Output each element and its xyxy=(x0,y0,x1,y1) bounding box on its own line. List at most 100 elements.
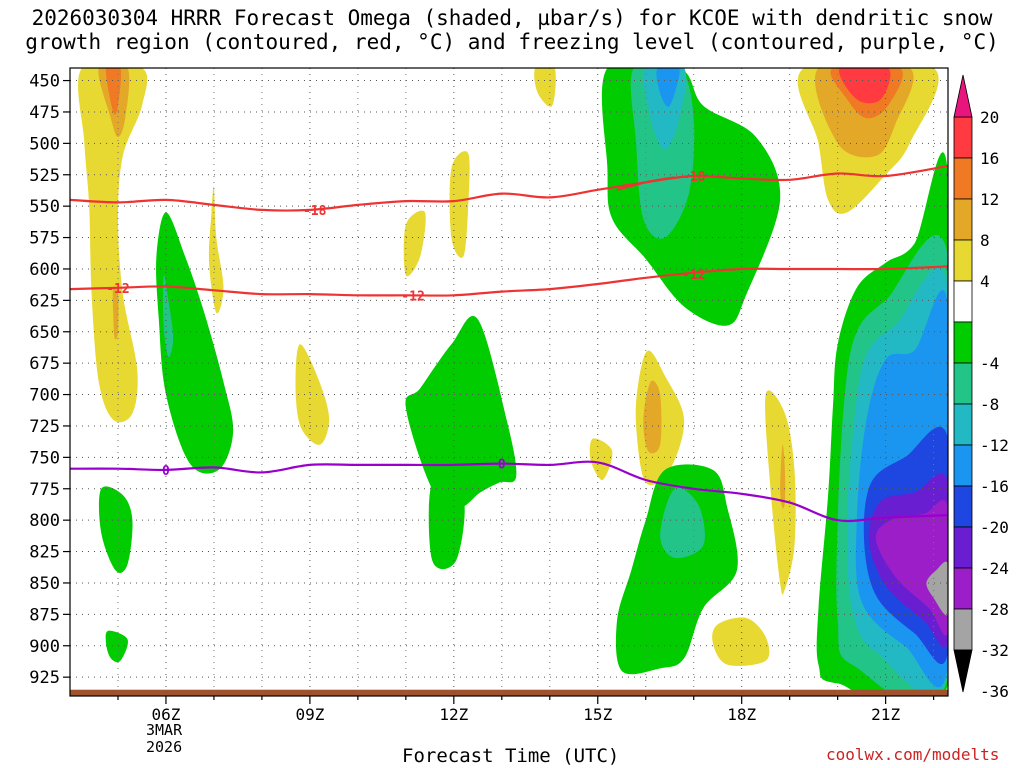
omega-region xyxy=(428,478,465,570)
omega-region xyxy=(208,186,224,314)
omega-region xyxy=(105,68,122,115)
omega-region xyxy=(780,444,786,509)
colorbar-bin xyxy=(953,321,973,364)
colorbar-bin xyxy=(953,403,973,446)
y-tick-label: 450 xyxy=(29,72,60,92)
y-tick-label: 900 xyxy=(29,637,60,657)
omega-region xyxy=(589,438,613,481)
colorbar-bin xyxy=(953,157,973,200)
chart-title-line1: 2026030304 HRRR Forecast Omega (shaded, … xyxy=(31,6,993,30)
omega-region xyxy=(295,344,330,445)
omega-region xyxy=(660,487,705,559)
colorbar-top-cap xyxy=(953,74,973,118)
y-tick-label: 550 xyxy=(29,197,60,217)
omega-region xyxy=(838,68,891,104)
colorbar-bin xyxy=(953,239,973,282)
colorbar-label: -8 xyxy=(980,395,999,414)
omega-region xyxy=(656,68,680,107)
contour-label: -18 xyxy=(682,170,706,185)
y-tick-label: 500 xyxy=(29,134,60,154)
omega-shading xyxy=(78,68,948,696)
y-axis: 450 475 500 525 550 575 600 625 650 675 700 725 750 7… xyxy=(29,72,70,688)
y-tick-label: 800 xyxy=(29,511,60,531)
omega-region xyxy=(643,380,662,454)
y-tick-label: 775 xyxy=(29,480,60,500)
x-axis-label: Forecast Time (UTC) xyxy=(402,745,620,767)
colorbar-label: 12 xyxy=(980,190,999,209)
colorbar-bin xyxy=(953,567,973,610)
colorbar-label: -12 xyxy=(980,436,1009,455)
colorbar: 20 16 12 8 4 -4 -8 -12 -16 -20 -24 -28 -32 -36 xyxy=(953,74,1009,701)
x-tick-label: 09Z xyxy=(295,705,324,724)
colorbar-bin xyxy=(953,485,973,528)
y-tick-label: 650 xyxy=(29,323,60,343)
chart-title: 2026030304 HRRR Forecast Omega (shaded, … xyxy=(0,6,1024,54)
colorbar-bin xyxy=(953,116,973,159)
x-axis: 06Z 09Z 12Z 15Z 18Z 21Z xyxy=(117,696,935,724)
omega-region xyxy=(112,286,119,340)
x-tick-label: 18Z xyxy=(727,705,756,724)
colorbar-label: -36 xyxy=(980,682,1009,701)
colorbar-bin xyxy=(953,362,973,405)
contour-label: -12 xyxy=(106,282,129,297)
colorbar-label: -28 xyxy=(980,600,1009,619)
omega-region xyxy=(156,212,234,474)
ground xyxy=(70,689,948,696)
colorbar-bin xyxy=(953,526,973,569)
x-tick-label: 15Z xyxy=(583,705,612,724)
plot-frame xyxy=(69,67,949,697)
y-tick-label: 625 xyxy=(29,291,60,311)
colorbar-label: 4 xyxy=(980,272,990,291)
ground-fill xyxy=(70,689,948,696)
y-tick-label: 875 xyxy=(29,605,60,625)
y-tick-label: 725 xyxy=(29,417,60,437)
y-tick-label: 925 xyxy=(29,668,60,688)
omega-region xyxy=(98,486,133,573)
y-tick-label: 850 xyxy=(29,574,60,594)
colorbar-label: -24 xyxy=(980,559,1009,578)
date-label: 3MAR 2026 xyxy=(146,722,182,756)
contour-lines: -18 -18 -12 -12 -12 0 0 xyxy=(70,164,948,523)
omega-region xyxy=(449,151,470,258)
date-label-day: 3MAR xyxy=(146,721,183,739)
x-tick-label: 06Z xyxy=(152,705,181,724)
date-label-year: 2026 xyxy=(146,738,183,756)
y-tick-label: 750 xyxy=(29,448,60,468)
chart-title-line2: growth region (contoured, red, °C) and f… xyxy=(25,30,999,54)
y-tick-label: 475 xyxy=(29,103,60,123)
omega-region xyxy=(405,315,517,508)
omega-region xyxy=(875,500,948,636)
omega-region xyxy=(78,68,148,423)
y-tick-label: 575 xyxy=(29,229,60,249)
x-tick-label: 21Z xyxy=(871,705,900,724)
colorbar-label: 20 xyxy=(980,108,999,127)
colorbar-bin xyxy=(953,444,973,487)
contour-label: 0 xyxy=(162,464,170,479)
omega-region xyxy=(534,68,556,107)
contour-label: -12 xyxy=(401,289,424,304)
colorbar-bin xyxy=(953,198,973,241)
y-tick-label: 525 xyxy=(29,166,60,186)
colorbar-label: -4 xyxy=(980,354,999,373)
y-tick-label: 675 xyxy=(29,354,60,374)
contour-label: -12 xyxy=(682,268,705,283)
y-tick-label: 700 xyxy=(29,386,60,406)
colorbar-bin xyxy=(953,608,973,651)
colorbar-label: 16 xyxy=(980,149,999,168)
omega-region xyxy=(403,210,426,277)
dgz-contour-line xyxy=(616,176,675,191)
colorbar-label: -32 xyxy=(980,641,1009,660)
credit-link[interactable]: coolwx.com/modelts xyxy=(826,745,1000,764)
colorbar-label: -20 xyxy=(980,518,1009,537)
contour-label: -18 xyxy=(303,204,327,219)
y-tick-label: 600 xyxy=(29,260,60,280)
colorbar-label: 8 xyxy=(980,231,990,250)
omega-region xyxy=(712,617,770,666)
omega-region xyxy=(163,274,174,358)
y-tick-label: 825 xyxy=(29,543,60,563)
colorbar-bin xyxy=(953,280,973,323)
dgz-contour-line xyxy=(70,265,948,297)
grid xyxy=(70,68,948,696)
colorbar-bottom-cap xyxy=(953,649,973,693)
